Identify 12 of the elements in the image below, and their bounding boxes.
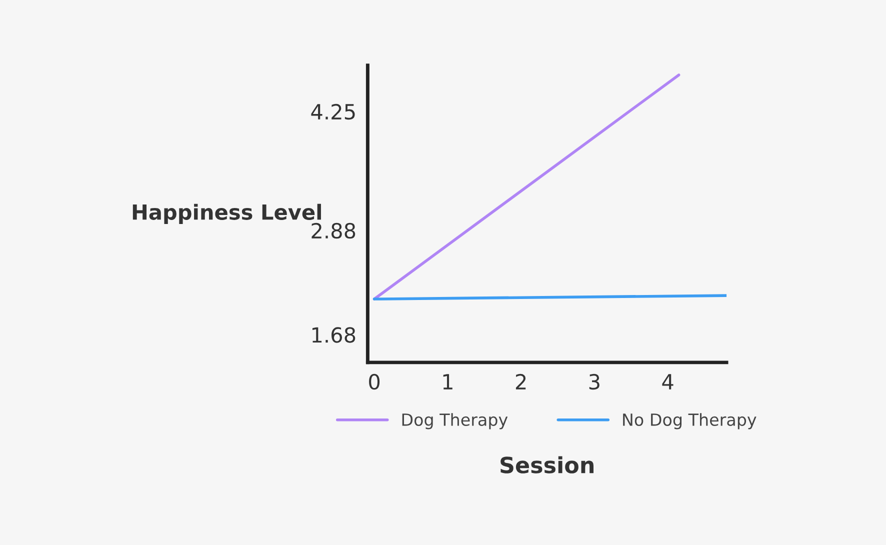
x-tick-label: 1 [443,374,452,390]
x-tick-label: 4 [662,374,674,390]
y-tick-label: 2.88 [312,222,356,239]
x-tick-label: 0 [369,374,380,390]
y-tick-label: 4.25 [311,104,355,120]
x-tick-label: 2 [516,374,526,390]
x-axis-title: Session [500,456,594,474]
x-tick-label: 3 [589,374,600,390]
y-tick-label: 1.68 [312,327,356,343]
legend-label: No Dog Therapy [623,413,756,430]
y-axis-title: Happiness Level [132,204,321,224]
legend-label: Dog Therapy [402,413,508,430]
